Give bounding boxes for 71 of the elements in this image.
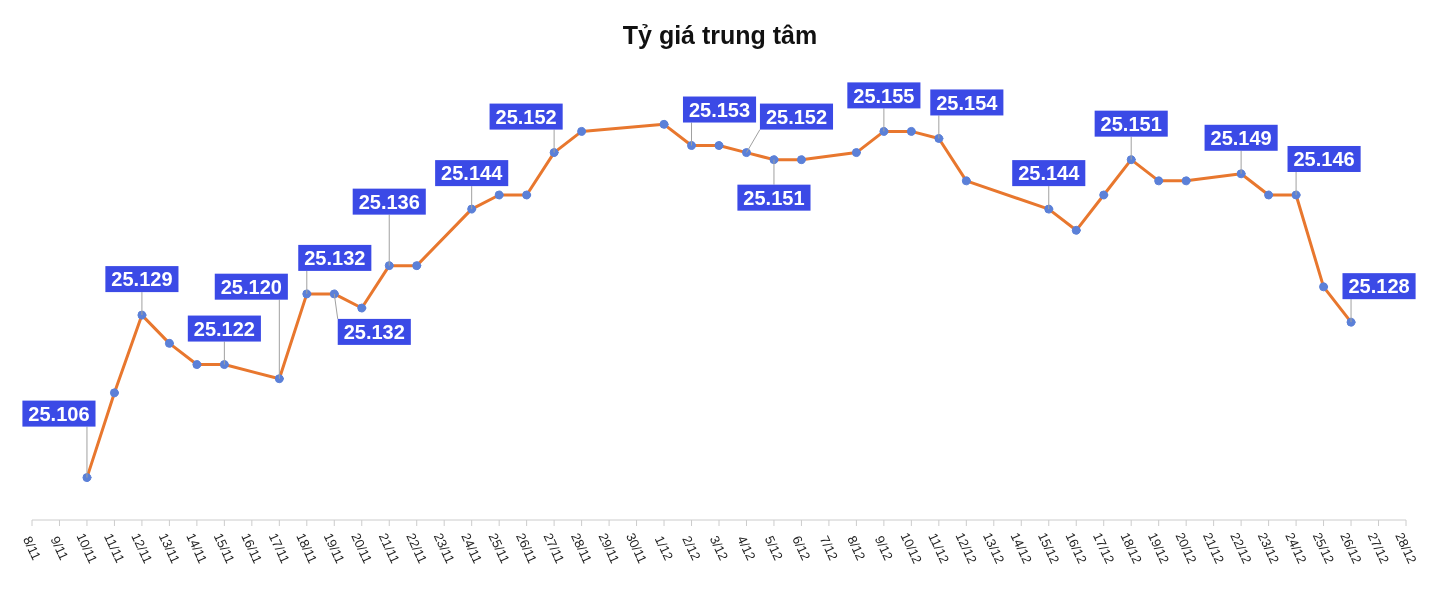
x-tick-label: 25/11 (485, 530, 513, 566)
x-tick-label: 6/12 (789, 533, 814, 563)
data-label: 25.151 (743, 186, 805, 209)
x-tick-label: 10/12 (897, 530, 925, 566)
x-tick-label: 21/11 (375, 530, 403, 566)
x-tick-label: 16/11 (238, 530, 266, 566)
x-tick-label: 11/11 (101, 530, 128, 566)
x-tick-label: 12/12 (952, 530, 980, 566)
data-label: 25.154 (936, 91, 999, 114)
data-label: 25.106 (28, 402, 90, 425)
x-tick-label: 17/11 (265, 530, 293, 566)
data-label: 25.128 (1348, 275, 1410, 298)
data-label: 25.153 (688, 98, 751, 121)
data-label: 25.146 (1293, 148, 1355, 171)
data-label: 25.132 (343, 321, 405, 344)
data-label: 25.122 (193, 317, 255, 340)
x-tick-label: 22/11 (403, 530, 431, 566)
x-tick-label: 15/11 (210, 530, 238, 566)
x-tick-label: 24/11 (458, 530, 486, 566)
x-tick-label: 10/11 (73, 530, 101, 566)
x-tick-label: 12/11 (128, 530, 156, 566)
x-tick-label: 7/12 (816, 533, 842, 563)
x-tick-label: 19/11 (320, 530, 348, 566)
x-tick-label: 15/12 (1035, 530, 1063, 566)
x-tick-label: 18/11 (293, 530, 321, 566)
x-tick-label: 4/12 (734, 533, 759, 563)
x-tick-label: 19/12 (1144, 530, 1173, 566)
x-tick-label: 29/11 (595, 530, 623, 566)
x-tick-label: 22/12 (1227, 530, 1255, 566)
x-tick-label: 27/11 (540, 530, 568, 566)
x-tick-label: 28/12 (1392, 530, 1420, 566)
data-label: 25.149 (1210, 126, 1272, 149)
x-tick-label: 17/12 (1090, 530, 1118, 566)
x-tick-label: 23/12 (1254, 530, 1283, 566)
x-tick-label: 1/12 (651, 533, 677, 563)
x-tick-label: 11/12 (925, 530, 953, 566)
chart-title: Tỷ giá trung tâm (621, 20, 819, 50)
x-tick-label: 28/11 (568, 530, 596, 566)
x-tick-label: 23/11 (430, 530, 458, 566)
x-tick-label: 30/11 (623, 530, 650, 566)
x-tick-label: 16/12 (1062, 530, 1090, 566)
x-tick-label: 3/12 (706, 533, 732, 563)
data-label: 25.151 (1100, 112, 1162, 135)
x-tick-label: 2/12 (679, 533, 704, 563)
x-tick-label: 14/12 (1007, 530, 1035, 566)
x-tick-label: 8/11 (20, 533, 44, 563)
data-label: 25.129 (111, 268, 173, 291)
x-tick-label: 8/12 (844, 533, 869, 563)
x-tick-label: 27/12 (1364, 530, 1393, 566)
x-tick-label: 26/11 (513, 530, 541, 566)
x-tick-label: 13/11 (155, 530, 183, 566)
data-label: 25.132 (304, 247, 366, 270)
x-tick-label: 18/12 (1117, 530, 1145, 566)
x-tick-label: 20/11 (348, 530, 376, 566)
data-label: 25.155 (853, 84, 915, 107)
x-tick-label: 21/12 (1199, 530, 1228, 566)
data-label: 25.152 (495, 105, 557, 128)
x-tick-label: 14/11 (183, 530, 211, 566)
data-label: 25.144 (1018, 162, 1081, 185)
x-tick-label: 9/12 (871, 533, 896, 563)
data-label: 25.136 (358, 190, 420, 213)
data-label: 25.120 (220, 275, 282, 298)
x-tick-label: 24/12 (1282, 530, 1310, 566)
x-tick-label: 13/12 (980, 530, 1008, 566)
x-tick-label: 26/12 (1337, 530, 1365, 566)
data-label: 25.152 (765, 105, 828, 128)
x-tick-label: 20/12 (1172, 530, 1200, 566)
x-tick-label: 9/11 (47, 533, 72, 563)
x-tick-label: 25/12 (1309, 530, 1338, 566)
data-label: 25.144 (441, 162, 504, 185)
x-tick-label: 5/12 (761, 533, 787, 563)
